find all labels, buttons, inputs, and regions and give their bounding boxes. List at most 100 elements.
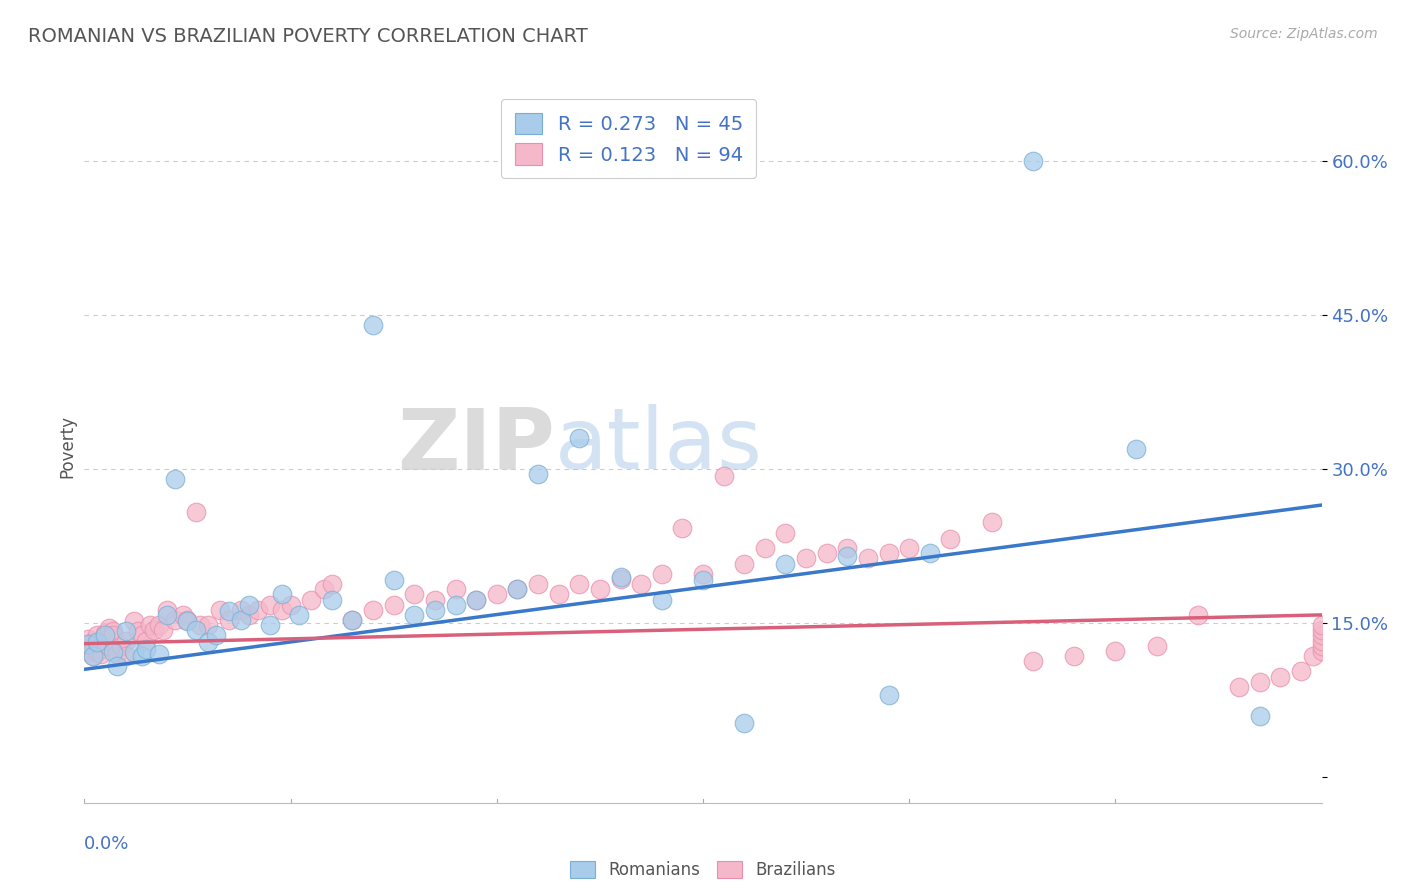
Point: [176, 614, 198, 628]
Point: [148, 618, 170, 632]
Point: [82, 648, 104, 663]
Point: [404, 607, 426, 622]
Point: [114, 648, 136, 663]
Point: [172, 607, 194, 622]
Point: [197, 634, 219, 648]
Point: [86, 637, 108, 651]
Point: [82, 641, 104, 656]
Point: [280, 598, 302, 612]
Point: [139, 618, 162, 632]
Point: [321, 592, 343, 607]
Point: [609, 572, 631, 586]
Point: [1310, 624, 1333, 638]
Point: [651, 566, 673, 581]
Point: [465, 592, 488, 607]
Text: ROMANIAN VS BRAZILIAN POVERTY CORRELATION CHART: ROMANIAN VS BRAZILIAN POVERTY CORRELATIO…: [28, 27, 588, 45]
Point: [122, 614, 145, 628]
Point: [259, 618, 281, 632]
Point: [651, 592, 673, 607]
Point: [82, 634, 104, 648]
Point: [980, 516, 1002, 530]
Point: [775, 525, 797, 540]
Point: [527, 467, 550, 482]
Point: [1310, 639, 1333, 653]
Point: [246, 603, 269, 617]
Point: [506, 582, 529, 597]
Point: [898, 541, 921, 556]
Point: [312, 582, 335, 597]
Point: [630, 577, 652, 591]
Point: [877, 688, 900, 702]
Point: [238, 607, 260, 622]
Point: [877, 546, 900, 560]
Point: [361, 318, 384, 333]
Text: atlas: atlas: [554, 404, 762, 488]
Point: [229, 603, 252, 617]
Point: [77, 632, 100, 646]
Point: [218, 604, 240, 618]
Point: [733, 557, 755, 571]
Point: [1310, 633, 1333, 648]
Point: [423, 603, 446, 617]
Point: [918, 546, 941, 560]
Point: [527, 577, 550, 591]
Point: [589, 582, 612, 597]
Point: [382, 573, 405, 587]
Point: [1310, 644, 1333, 658]
Point: [86, 634, 108, 648]
Point: [1063, 648, 1085, 663]
Point: [837, 541, 859, 556]
Point: [547, 587, 569, 601]
Point: [77, 637, 100, 651]
Point: [361, 603, 384, 617]
Point: [1249, 674, 1271, 689]
Point: [165, 472, 187, 486]
Point: [1022, 654, 1045, 668]
Point: [404, 587, 426, 601]
Legend: Romanians, Brazilians: Romanians, Brazilians: [562, 853, 844, 888]
Point: [271, 587, 294, 601]
Point: [1270, 669, 1292, 683]
Point: [90, 647, 112, 661]
Point: [856, 551, 879, 566]
Y-axis label: Poverty: Poverty: [58, 415, 76, 477]
Point: [423, 592, 446, 607]
Point: [1249, 708, 1271, 723]
Point: [775, 557, 797, 571]
Text: Source: ZipAtlas.com: Source: ZipAtlas.com: [1230, 27, 1378, 41]
Point: [131, 648, 153, 663]
Point: [105, 641, 128, 656]
Point: [156, 603, 179, 617]
Point: [609, 570, 631, 584]
Point: [1022, 154, 1045, 169]
Point: [259, 598, 281, 612]
Point: [444, 598, 467, 612]
Point: [1310, 618, 1333, 632]
Point: [1302, 648, 1324, 663]
Point: [98, 639, 121, 653]
Point: [465, 592, 488, 607]
Point: [671, 521, 693, 535]
Point: [692, 573, 714, 587]
Point: [754, 541, 776, 556]
Point: [382, 598, 405, 612]
Point: [1227, 680, 1250, 694]
Point: [82, 648, 104, 663]
Point: [152, 624, 174, 638]
Point: [1125, 442, 1147, 456]
Point: [94, 628, 117, 642]
Point: [209, 603, 232, 617]
Point: [86, 645, 108, 659]
Point: [733, 715, 755, 730]
Point: [135, 633, 157, 648]
Point: [1289, 665, 1312, 679]
Point: [342, 613, 364, 627]
Point: [176, 613, 198, 627]
Point: [568, 431, 591, 445]
Point: [506, 582, 529, 597]
Point: [1146, 639, 1168, 653]
Point: [131, 628, 153, 642]
Point: [135, 641, 157, 656]
Point: [837, 549, 859, 564]
Text: 0.0%: 0.0%: [84, 835, 129, 853]
